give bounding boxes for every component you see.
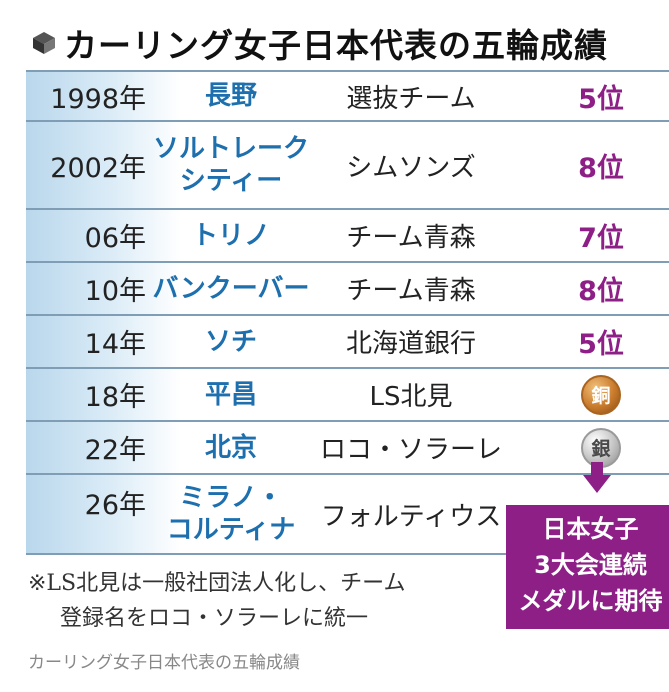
footnote: ※LS北見は一般社団法人化し、チーム 登録名をロコ・ソラーレに統一 xyxy=(28,566,498,636)
year-cell-background xyxy=(26,122,181,208)
result-cell: 銅 xyxy=(536,369,666,420)
host-city-cell: バンクーバー xyxy=(152,273,310,304)
table-row: 1998年 長野 選抜チーム 5位 xyxy=(26,70,669,120)
result-cell: 5位 xyxy=(578,329,624,360)
year-cell-background xyxy=(26,475,181,553)
result-cell: 8位 xyxy=(578,276,624,307)
host-city-cell: ミラノ・ コルティナ xyxy=(166,483,296,545)
callout-line: 3大会連続 xyxy=(534,551,647,579)
host-city-cell: ソチ xyxy=(204,326,257,357)
header: カーリング女子日本代表の五輪成績 xyxy=(30,18,608,68)
team-cell: チーム青森 xyxy=(346,223,476,253)
host-city-cell: 北京 xyxy=(204,432,257,463)
year-cell-background xyxy=(26,316,181,367)
year-cell: 1998年 xyxy=(50,83,146,115)
result-cell: 8位 xyxy=(578,152,624,184)
year-cell-background xyxy=(26,72,181,120)
down-arrow-icon xyxy=(583,475,611,493)
arrow-stem xyxy=(591,462,603,476)
table-row: 22年 北京 ロコ・ソラーレ 銀 xyxy=(26,420,669,473)
year-cell: 22年 xyxy=(84,435,146,466)
table-row: 14年 ソチ 北海道銀行 5位 xyxy=(26,314,669,367)
team-cell: シムソンズ xyxy=(346,152,476,183)
table-row: 10年 バンクーバー チーム青森 8位 xyxy=(26,261,669,314)
team-cell: フォルティウス xyxy=(320,501,502,532)
table-row: 06年 トリノ チーム青森 7位 xyxy=(26,208,669,261)
year-cell: 14年 xyxy=(84,329,146,360)
silver-medal-icon: 銀 xyxy=(581,427,621,468)
year-cell: 2002年 xyxy=(50,152,146,184)
host-city-cell: ソルトレーク シティー xyxy=(152,134,309,196)
page-title: カーリング女子日本代表の五輪成績 xyxy=(64,26,608,65)
host-city-cell: 平昌 xyxy=(204,379,257,410)
host-city-cell: 長野 xyxy=(204,81,257,111)
result-cell: 7位 xyxy=(578,223,624,254)
footnote-line: 登録名をロコ・ソラーレに統一 xyxy=(60,606,369,631)
footnote-line: ※LS北見は一般社団法人化し、チーム xyxy=(28,571,406,596)
year-cell: 26年 xyxy=(84,490,146,521)
table-row: 2002年 ソルトレーク シティー シムソンズ 8位 xyxy=(26,120,669,208)
image-caption: カーリング女子日本代表の五輪成績 xyxy=(28,653,300,673)
table-row: 26年 ミラノ・ コルティナ フォルティウス xyxy=(26,473,669,555)
team-cell: チーム青森 xyxy=(346,276,476,306)
team-cell: LS北見 xyxy=(369,382,453,412)
year-cell-background xyxy=(26,210,181,261)
table-row: 18年 平昌 LS北見 銅 xyxy=(26,367,669,420)
year-cell: 18年 xyxy=(84,382,146,413)
callout-line: メダルに期待 xyxy=(518,587,663,615)
result-cell: 銀 xyxy=(536,422,666,473)
team-cell: ロコ・ソラーレ xyxy=(319,435,502,465)
team-cell: 北海道銀行 xyxy=(345,329,476,359)
callout-line: 日本女子 xyxy=(542,515,639,543)
curling-stone-icon xyxy=(33,32,55,54)
host-city-cell: トリノ xyxy=(191,220,270,251)
result-cell: 5位 xyxy=(578,83,624,115)
expectation-callout: 日本女子 3大会連続 メダルに期待 xyxy=(506,505,669,629)
team-cell: 選抜チーム xyxy=(346,83,476,114)
year-cell-background xyxy=(26,263,181,314)
year-cell-background xyxy=(26,369,181,420)
bronze-medal-icon: 銅 xyxy=(581,374,621,415)
year-cell: 06年 xyxy=(84,223,146,254)
year-cell-background xyxy=(26,422,181,473)
year-cell: 10年 xyxy=(84,276,146,307)
